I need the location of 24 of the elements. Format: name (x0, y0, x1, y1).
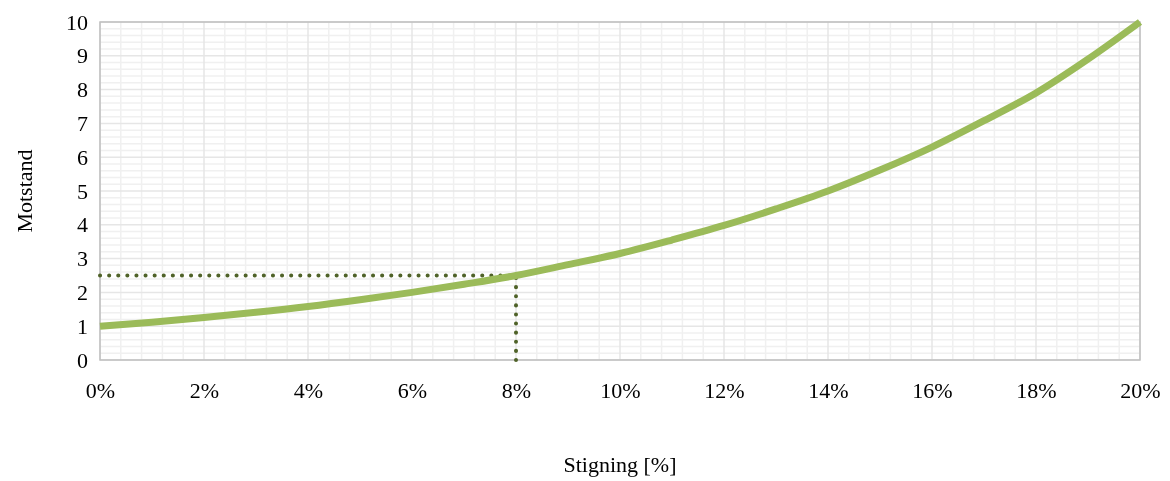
y-tick-label: 10 (66, 9, 88, 35)
x-tick-label: 8% (501, 377, 532, 403)
y-tick-label: 3 (77, 246, 88, 272)
y-tick-label: 5 (77, 178, 88, 204)
x-tick-label: 20% (1120, 377, 1161, 403)
x-tick-label: 6% (397, 377, 428, 403)
x-tick-label: 2% (189, 377, 220, 403)
y-tick-label: 4 (77, 212, 88, 238)
y-axis-title: Motstand (12, 149, 37, 233)
y-tick-label: 0 (77, 347, 88, 373)
y-tick-label: 9 (77, 43, 88, 69)
y-tick-label: 7 (77, 110, 88, 136)
x-tick-label: 12% (704, 377, 745, 403)
x-tick-label: 14% (808, 377, 849, 403)
y-tick-label: 1 (77, 313, 88, 339)
x-tick-label: 4% (293, 377, 324, 403)
x-tick-label: 0% (85, 377, 116, 403)
x-tick-label: 10% (600, 377, 641, 403)
y-tick-label: 8 (77, 77, 88, 103)
x-axis-title: Stigning [%] (563, 452, 677, 477)
x-tick-label: 18% (1016, 377, 1057, 403)
y-tick-label: 2 (77, 279, 88, 305)
x-tick-label: 16% (912, 377, 953, 403)
y-tick-label: 6 (77, 144, 88, 170)
